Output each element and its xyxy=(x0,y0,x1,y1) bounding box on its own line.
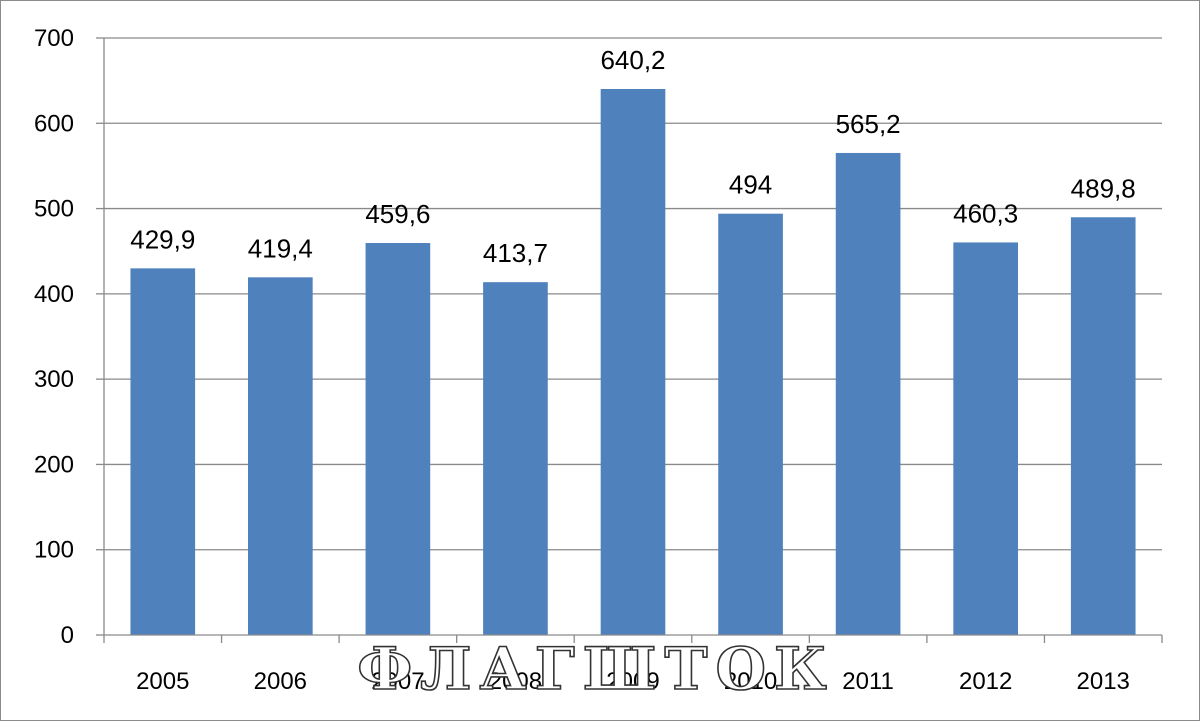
x-tick-label: 2007 xyxy=(371,668,424,695)
bar xyxy=(600,89,666,635)
x-tick-label: 2008 xyxy=(489,668,542,695)
y-tick-label: 500 xyxy=(34,196,74,223)
x-tick-label: 2010 xyxy=(724,668,777,695)
x-tick-label: 2012 xyxy=(959,668,1012,695)
x-tick-label: 2011 xyxy=(842,668,894,695)
bar xyxy=(483,282,548,635)
y-tick-label: 200 xyxy=(34,451,74,478)
data-label: 640,2 xyxy=(600,45,665,75)
x-tick-label: 2006 xyxy=(254,668,307,695)
data-label: 459,6 xyxy=(365,199,430,229)
y-tick-label: 400 xyxy=(34,281,74,308)
data-label: 565,2 xyxy=(836,109,901,139)
data-labels: 429,9 419,4 459,6 413,7 640,2 494 565,2 460,3 48… xyxy=(130,45,1136,268)
x-tick-label: 2013 xyxy=(1077,668,1130,695)
watermark-logo: ФЛАГШТОК xyxy=(357,635,835,703)
bar xyxy=(718,213,783,635)
data-label: 494 xyxy=(729,170,772,200)
bar xyxy=(248,277,313,635)
data-label: 489,8 xyxy=(1071,173,1136,203)
bar xyxy=(953,242,1018,635)
x-tick-label: 2009 xyxy=(606,668,659,695)
bar xyxy=(130,268,196,635)
data-label: 429,9 xyxy=(130,224,195,254)
data-label: 460,3 xyxy=(953,198,1018,228)
bar xyxy=(835,152,901,635)
bars xyxy=(130,89,1136,635)
bar xyxy=(1070,217,1136,635)
y-tick-label: 0 xyxy=(61,622,74,649)
bar xyxy=(365,243,431,635)
y-tick-label: 300 xyxy=(34,366,74,393)
y-tick-label: 600 xyxy=(34,110,74,137)
y-tick-label: 100 xyxy=(34,537,74,564)
axes: 0 100 200 300 400 500 600 700 2005 2006 2007 2008 20… xyxy=(34,25,1163,695)
y-tick-label: 700 xyxy=(34,25,74,52)
data-label: 413,7 xyxy=(483,238,548,268)
x-tick-label: 2005 xyxy=(136,668,189,695)
data-label: 419,4 xyxy=(248,233,313,263)
